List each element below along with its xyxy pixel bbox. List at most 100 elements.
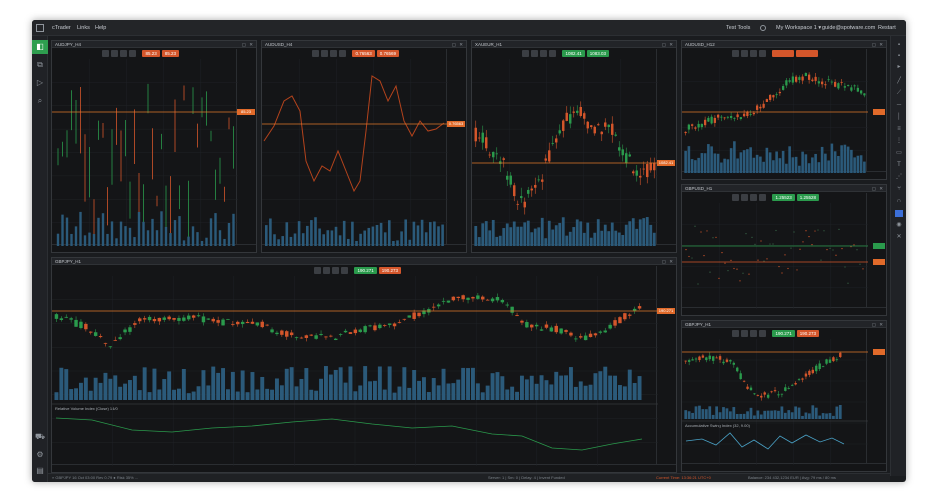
channel-tool-icon[interactable]: ≡ — [897, 126, 901, 132]
window-controls[interactable]: ▢ ✕ — [241, 42, 254, 47]
zoom-out-icon[interactable] — [111, 50, 118, 57]
restart-button[interactable]: Restart — [878, 25, 896, 31]
indicator-icon[interactable] — [759, 330, 766, 337]
indicator-icon[interactable] — [549, 50, 556, 57]
zoom-out-icon[interactable] — [741, 330, 748, 337]
search-icon[interactable]: ⌕ — [37, 96, 43, 105]
layout-icon[interactable]: ▤ — [36, 466, 44, 475]
candle-body — [798, 77, 801, 80]
magnet-icon[interactable]: ∩ — [896, 198, 902, 204]
trade-icon[interactable]: ◧ — [32, 40, 48, 54]
sell-button[interactable] — [772, 50, 795, 57]
rect-tool-icon[interactable]: ▭ — [896, 150, 902, 156]
sell-button[interactable]: 190.271 — [772, 330, 795, 337]
volume-bar — [814, 407, 818, 419]
volume-bar — [707, 144, 710, 173]
indicator-icon[interactable] — [759, 194, 766, 201]
chart-panel-audusd[interactable]: AUDUSD_H4 ▢ ✕ 0.76563 0.76569 0.76563 — [261, 40, 467, 253]
zoom-out-icon[interactable] — [741, 50, 748, 57]
chart-panel-gbpjpy-small[interactable]: GBPJPY_H1 ▢ ✕ 190.271 190.273 Accumulative… — [681, 320, 887, 472]
chart-panel-gbpjpy-main[interactable]: GBPJPY_H1 ▢ ✕ 190.271 190.273 190.271 Rela… — [51, 257, 677, 473]
draw-icon[interactable] — [750, 194, 757, 201]
candle-body — [206, 318, 211, 320]
theme-toggle-icon[interactable] — [760, 25, 766, 31]
sell-button[interactable]: 0.76563 — [352, 50, 375, 57]
window-controls[interactable]: ▢ ✕ — [871, 42, 884, 47]
candle-body — [632, 171, 635, 174]
buy-button[interactable]: 85.23 — [161, 50, 179, 57]
zoom-out-icon[interactable] — [321, 50, 328, 57]
zoom-out-icon[interactable] — [323, 267, 330, 274]
line-tool-icon[interactable]: ╱ — [897, 78, 901, 84]
pitchfork-tool-icon[interactable]: ⑂ — [897, 186, 901, 192]
zoom-icon[interactable] — [314, 267, 321, 274]
zoom-icon[interactable] — [732, 330, 739, 337]
window-controls[interactable]: ▢ ✕ — [661, 259, 674, 264]
zoom-icon[interactable] — [732, 194, 739, 201]
chart-panel-audjpy[interactable]: AUDJPY_H4 ▢ ✕ 85.23 85.23 85.23 — [51, 40, 257, 253]
delete-icon[interactable]: ✕ — [896, 234, 902, 240]
data-dot — [820, 259, 822, 261]
text-tool-icon[interactable]: T — [897, 162, 901, 168]
zoom-icon[interactable] — [312, 50, 319, 57]
zoom-out-icon[interactable] — [741, 194, 748, 201]
chart-toolbar: 1082.41 1083.03 — [522, 50, 611, 58]
workspace-select[interactable]: My Workspace 1 ▾ — [776, 25, 822, 31]
window-controls[interactable]: ▢ ✕ — [661, 42, 674, 47]
cursor-icon[interactable]: ▸ — [897, 64, 901, 70]
menu-help[interactable]: Help — [95, 25, 107, 31]
buy-button[interactable]: 190.273 — [796, 330, 820, 337]
chart-panel-gbpusd[interactable]: GBPUSD_H1 ▢ ✕ 1.25523 1.25528 — [681, 184, 887, 316]
chart-panel-audusd-h12[interactable]: AUDUSD_H12 ▢ ✕ — [681, 40, 887, 180]
draw-icon[interactable] — [750, 50, 757, 57]
window-controls[interactable]: ▢ ✕ — [871, 322, 884, 327]
sell-button[interactable]: 85.23 — [142, 50, 160, 57]
buy-button[interactable]: 190.273 — [378, 267, 402, 274]
indicator-icon[interactable] — [341, 267, 348, 274]
buy-button[interactable]: 0.76569 — [376, 50, 400, 57]
zoom-icon[interactable] — [102, 50, 109, 57]
draw-icon[interactable] — [330, 50, 337, 57]
draw-icon[interactable] — [332, 267, 339, 274]
eye-icon[interactable]: ◉ — [896, 222, 902, 228]
volume-bar — [765, 147, 769, 173]
candle-body — [275, 332, 279, 335]
copy-icon[interactable]: ⧉ — [37, 60, 43, 69]
hline-tool-icon[interactable]: ─ — [896, 102, 902, 108]
zoom-icon[interactable] — [732, 50, 739, 57]
lock-icon[interactable] — [895, 210, 903, 217]
sell-button[interactable]: 1.25523 — [772, 194, 795, 201]
window-controls[interactable]: ▢ ✕ — [451, 42, 464, 47]
menu-ctrader[interactable]: cTrader — [52, 25, 71, 31]
cart-icon[interactable]: ⛟ — [35, 432, 46, 441]
pointer-icon[interactable]: ▪ — [897, 42, 901, 48]
fan-tool-icon[interactable]: ⋰ — [896, 174, 902, 180]
menu-test-tools[interactable]: Test Tools — [726, 25, 751, 31]
draw-icon[interactable] — [120, 50, 127, 57]
crosshair-icon[interactable]: ▪ — [897, 53, 901, 59]
volume-bar — [627, 369, 632, 400]
menu-links[interactable]: Links — [77, 25, 90, 31]
sell-button[interactable]: 190.271 — [354, 267, 377, 274]
window-controls[interactable]: ▢ ✕ — [871, 186, 884, 191]
indicator-icon[interactable] — [759, 50, 766, 57]
draw-icon[interactable] — [540, 50, 547, 57]
indicator-icon[interactable] — [339, 50, 346, 57]
fib-tool-icon[interactable]: ⋮ — [896, 138, 902, 144]
chart-panel-xauusd[interactable]: XAUEUR_H1 ▢ ✕ 1082.41 1083.03 1082.41 — [471, 40, 677, 253]
volume-bar — [781, 150, 785, 173]
indicator-icon[interactable] — [129, 50, 136, 57]
buy-button[interactable] — [796, 50, 819, 57]
account-email[interactable]: guide@spotware.com — [822, 25, 876, 31]
sell-button[interactable]: 1082.41 — [562, 50, 585, 57]
vline-tool-icon[interactable]: │ — [897, 114, 901, 120]
buy-button[interactable]: 1083.03 — [586, 50, 610, 57]
zoom-out-icon[interactable] — [531, 50, 538, 57]
gear-icon[interactable]: ⚙ — [36, 450, 44, 459]
automate-icon[interactable]: ▷ — [36, 78, 44, 87]
draw-icon[interactable] — [750, 330, 757, 337]
buy-button[interactable]: 1.25528 — [796, 194, 820, 201]
volume-bar — [407, 387, 412, 400]
ray-tool-icon[interactable]: ⟋ — [896, 90, 902, 96]
zoom-icon[interactable] — [522, 50, 529, 57]
